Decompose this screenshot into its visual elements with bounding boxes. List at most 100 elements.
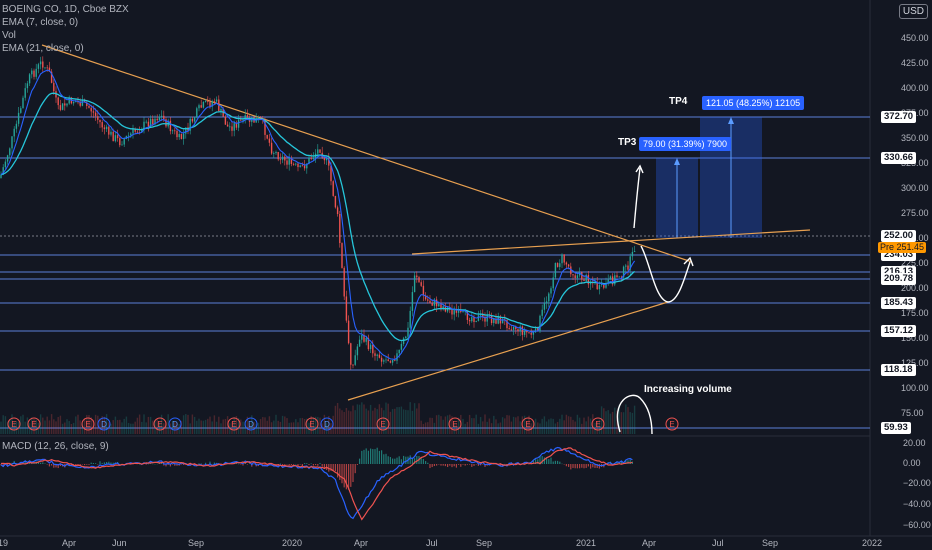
volume-legend[interactable]: Vol: [2, 30, 16, 41]
volume-bar: [328, 415, 330, 434]
candle-body: [42, 61, 44, 68]
candle-body: [576, 275, 579, 279]
volume-bar: [323, 414, 326, 434]
earnings-marker[interactable]: E: [591, 417, 605, 431]
candle-body: [603, 283, 605, 288]
candle-body: [119, 138, 121, 146]
ema7-legend[interactable]: EMA (7, close, 0): [2, 17, 79, 28]
candle-body: [479, 314, 482, 316]
macd-hist-bar: [436, 464, 438, 466]
symbol-title[interactable]: BOEING CO, 1D, Cboe BZX: [2, 4, 129, 15]
macd-hist-bar: [44, 463, 46, 464]
time-tick-label: 19: [0, 538, 9, 548]
macd-hist-bar: [81, 464, 83, 465]
candle-body: [270, 142, 273, 154]
macd-hist-bar: [579, 464, 581, 469]
candle-body: [438, 303, 440, 307]
candle-body: [163, 115, 165, 120]
volume-bar: [567, 416, 570, 434]
earnings-marker[interactable]: E: [665, 417, 679, 431]
macd-hist-bar: [282, 464, 284, 466]
macd-hist-bar: [59, 464, 61, 467]
trend-lines[interactable]: [41, 44, 811, 401]
candle-body: [622, 266, 625, 278]
candle-body: [380, 357, 383, 362]
earnings-marker[interactable]: E: [227, 417, 241, 431]
candle-body: [176, 130, 178, 138]
macd-hist-bar: [363, 449, 365, 464]
earnings-marker[interactable]: E: [81, 417, 95, 431]
earnings-marker[interactable]: E: [153, 417, 167, 431]
time-tick-label: Sep: [476, 538, 493, 548]
dividend-marker[interactable]: D: [244, 417, 258, 431]
candle-body: [411, 292, 414, 311]
candle-body: [391, 359, 394, 363]
volume-bar: [391, 409, 394, 434]
ema21-legend[interactable]: EMA (21, close, 0): [2, 43, 84, 54]
candle-body: [427, 299, 429, 301]
candle-body: [376, 354, 378, 356]
volume-bar: [600, 406, 603, 434]
candle-body: [279, 159, 282, 161]
macd-hist-bar: [374, 449, 376, 464]
earnings-marker[interactable]: E: [27, 417, 41, 431]
candle-body: [605, 283, 607, 288]
macd-hist-bar: [361, 450, 363, 464]
candle-body: [6, 155, 9, 162]
candle-body: [398, 349, 400, 354]
macd-hist-bar: [92, 463, 94, 464]
macd-hist-bar: [581, 464, 583, 468]
volume-bar: [400, 406, 403, 434]
volume-bar: [42, 417, 44, 434]
macd-hist-bar: [312, 464, 314, 466]
candle-body: [297, 163, 299, 168]
volume-bar: [134, 421, 136, 434]
macd-hist-bar: [458, 464, 460, 465]
candle-body: [559, 263, 561, 267]
macd-hist-bar: [392, 458, 394, 464]
macd-hist-bar: [42, 462, 44, 464]
macd-hist-bar: [152, 463, 154, 465]
volume-bar: [314, 416, 317, 434]
volume-bar: [585, 421, 587, 434]
earnings-marker[interactable]: E: [448, 417, 462, 431]
macd-hist-bar: [119, 463, 121, 465]
dividend-marker[interactable]: D: [97, 417, 111, 431]
macd-hist-bar: [293, 464, 295, 465]
earnings-marker[interactable]: E: [305, 417, 319, 431]
time-tick-label: 2021: [576, 538, 597, 548]
volume-bar: [99, 418, 101, 434]
candle-body: [490, 315, 493, 324]
macd-hist-bar: [389, 457, 391, 464]
candle-body: [68, 97, 70, 104]
horizontal-levels[interactable]: [0, 116, 870, 429]
volume-bar: [444, 416, 447, 434]
macd-hist-bar: [528, 464, 530, 465]
volume-bar: [433, 422, 436, 434]
candle-body: [526, 330, 528, 333]
earnings-marker[interactable]: E: [521, 417, 535, 431]
macd-hist-bar: [398, 456, 400, 464]
volume-bar: [512, 416, 515, 434]
earnings-marker[interactable]: E: [7, 417, 21, 431]
earnings-marker[interactable]: E: [376, 417, 390, 431]
macd-legend[interactable]: MACD (12, 26, close, 9): [2, 441, 109, 452]
candle-body: [33, 70, 35, 77]
volume-bar: [435, 415, 438, 434]
volume-bar: [607, 410, 609, 434]
candle-body: [288, 158, 290, 165]
candle-body: [35, 68, 37, 77]
volume-bar: [548, 419, 550, 434]
macd-hist-bar: [585, 464, 587, 468]
dividend-marker[interactable]: D: [320, 417, 334, 431]
candle-body: [512, 326, 515, 330]
candle-body: [330, 165, 332, 182]
pullback-arrow: [640, 245, 691, 303]
volume-bar: [15, 421, 18, 434]
volume-bar: [365, 408, 367, 434]
currency-badge[interactable]: USD: [898, 4, 928, 19]
volume-bar: [552, 418, 554, 434]
dividend-marker[interactable]: D: [168, 417, 182, 431]
volume-bar: [198, 418, 200, 434]
